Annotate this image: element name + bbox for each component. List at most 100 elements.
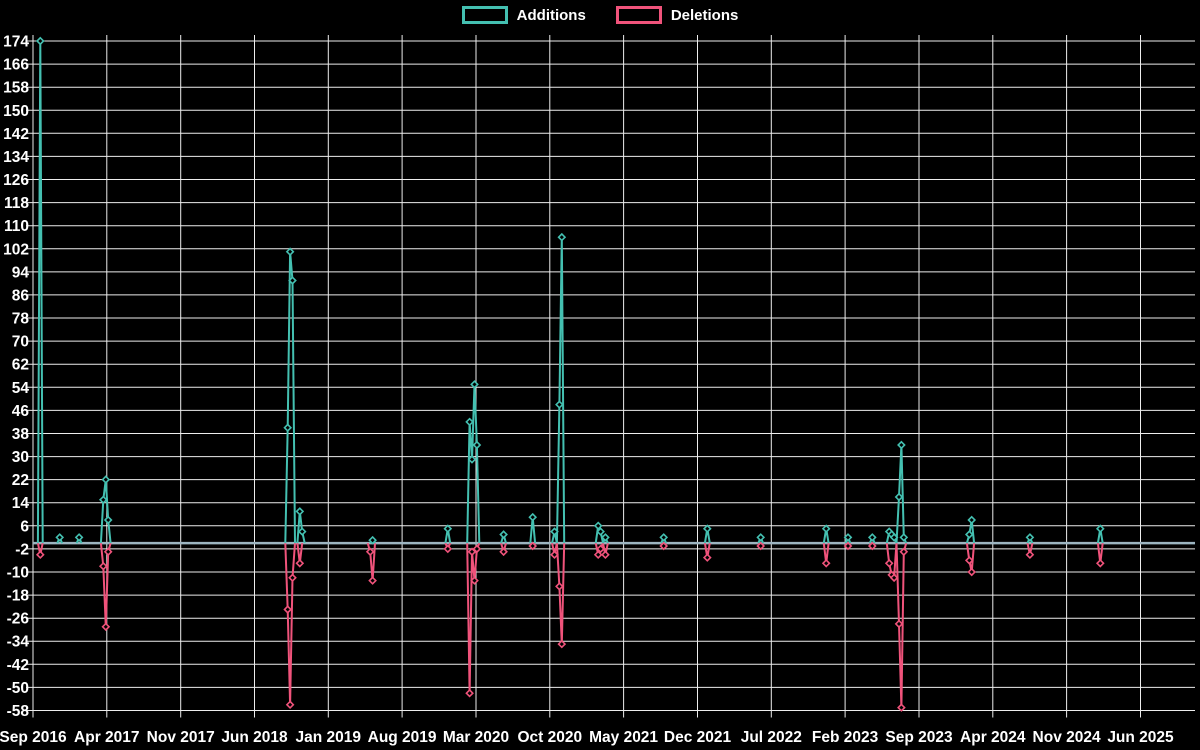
x-tick-label: Nov 2024 <box>1033 729 1101 746</box>
additions-line <box>285 252 295 543</box>
gridlines <box>26 35 1195 718</box>
y-tick-label: 110 <box>4 218 29 235</box>
x-tick-label: Aug 2019 <box>368 729 437 746</box>
y-tick-label: 22 <box>12 472 29 489</box>
y-tick-label: 126 <box>3 172 29 189</box>
x-tick-label: Jun 2025 <box>1107 729 1174 746</box>
deletions-point-marker <box>466 690 472 696</box>
additions-point-marker <box>471 381 477 387</box>
y-tick-label: 46 <box>12 403 30 420</box>
y-tick-label: 142 <box>3 126 29 143</box>
additions-point-marker <box>661 534 667 540</box>
y-tick-label: -26 <box>7 611 30 628</box>
deletions-point-marker <box>886 560 892 566</box>
y-tick-label: 38 <box>12 426 30 443</box>
additions-point-marker <box>530 514 536 520</box>
legend-item-deletions[interactable]: Deletions <box>616 6 739 24</box>
deletions-point-marker <box>105 549 111 555</box>
y-tick-label: 166 <box>3 57 29 74</box>
deletions-point-marker <box>103 624 109 630</box>
additions-point-marker <box>1027 534 1033 540</box>
deletions-point-marker <box>898 704 904 710</box>
deletions-line <box>101 543 111 627</box>
y-tick-label: 78 <box>12 311 30 328</box>
deletions-point-marker <box>1097 560 1103 566</box>
x-tick-label: Oct 2020 <box>517 729 582 746</box>
y-tick-label: 70 <box>12 334 29 351</box>
additions-line <box>38 41 43 543</box>
y-tick-label: 94 <box>12 264 30 281</box>
additions-point-marker <box>966 531 972 537</box>
deletions-point-marker <box>896 621 902 627</box>
chart-legend: Additions Deletions <box>0 6 1200 24</box>
deletions-point-marker <box>969 569 975 575</box>
x-tick-label: Apr 2024 <box>960 729 1026 746</box>
x-tick-label: Mar 2020 <box>443 729 509 746</box>
additions-point-marker <box>758 534 764 540</box>
x-tick-label: Feb 2023 <box>812 729 879 746</box>
additions-point-marker <box>57 534 63 540</box>
x-tick-label: Nov 2017 <box>147 729 215 746</box>
additions-point-marker <box>500 531 506 537</box>
deletions-point-marker <box>37 552 43 558</box>
chart-canvas: Sep 2016 Apr 2017 Nov 2017 Jun 2018 Jan 2019… <box>0 0 1200 750</box>
additions-point-marker <box>823 526 829 532</box>
y-tick-label: 174 <box>3 34 29 51</box>
y-tick-label: 150 <box>3 103 29 120</box>
y-tick-label: 102 <box>3 241 29 258</box>
y-tick-label: 62 <box>12 357 29 374</box>
y-tick-label: -18 <box>7 588 30 605</box>
additions-point-marker <box>466 419 472 425</box>
additions-point-marker <box>896 494 902 500</box>
legend-label-additions: Additions <box>517 7 586 24</box>
additions-point-marker <box>76 534 82 540</box>
y-tick-label: 118 <box>4 195 29 212</box>
deletions-point-marker <box>285 606 291 612</box>
additions-point-marker <box>103 476 109 482</box>
y-tick-label: 86 <box>12 287 30 304</box>
x-tick-label: Jun 2018 <box>221 729 288 746</box>
axis-labels: Sep 2016 Apr 2017 Nov 2017 Jun 2018 Jan 2019… <box>0 34 1174 747</box>
deletions-point-marker <box>500 549 506 555</box>
deletions-point-marker <box>289 575 295 581</box>
x-tick-label: Sep 2023 <box>885 729 953 746</box>
deletions-point-marker <box>100 563 106 569</box>
x-tick-label: May 2021 <box>589 729 658 746</box>
legend-item-additions[interactable]: Additions <box>462 6 586 24</box>
y-tick-label: -58 <box>7 703 30 720</box>
additions-point-marker <box>969 517 975 523</box>
y-tick-label: 158 <box>3 80 29 97</box>
deletions-point-marker <box>1027 552 1033 558</box>
legend-label-deletions: Deletions <box>671 7 739 24</box>
additions-point-marker <box>299 528 305 534</box>
additions-series <box>37 38 1103 544</box>
x-tick-label: Sep 2016 <box>0 729 67 746</box>
additions-line <box>557 237 564 543</box>
deletions-point-marker <box>556 583 562 589</box>
deletions-series <box>37 543 1103 711</box>
deletions-point-marker <box>901 549 907 555</box>
y-tick-label: -50 <box>7 680 29 697</box>
additions-point-marker <box>704 526 710 532</box>
deletions-point-marker <box>287 702 293 708</box>
deletions-line <box>285 543 295 705</box>
y-tick-label: 54 <box>12 380 30 397</box>
deletions-point-marker <box>559 641 565 647</box>
additions-point-marker <box>845 534 851 540</box>
y-tick-label: -10 <box>7 565 29 582</box>
deletions-point-marker <box>823 560 829 566</box>
additions-point-marker <box>297 508 303 514</box>
code-frequency-chart: Additions Deletions Sep 2016 Apr 2017 Nov … <box>0 0 1200 750</box>
deletions-point-marker <box>704 554 710 560</box>
deletions-swatch-icon <box>616 6 662 24</box>
x-tick-label: Apr 2017 <box>74 729 139 746</box>
additions-line <box>297 511 304 543</box>
additions-point-marker <box>869 534 875 540</box>
deletions-point-marker <box>445 546 451 552</box>
x-tick-label: Jan 2019 <box>296 729 362 746</box>
additions-point-marker <box>105 517 111 523</box>
y-tick-label: -42 <box>7 657 29 674</box>
deletions-point-marker <box>602 552 608 558</box>
additions-point-marker <box>445 526 451 532</box>
additions-point-marker <box>1097 526 1103 532</box>
